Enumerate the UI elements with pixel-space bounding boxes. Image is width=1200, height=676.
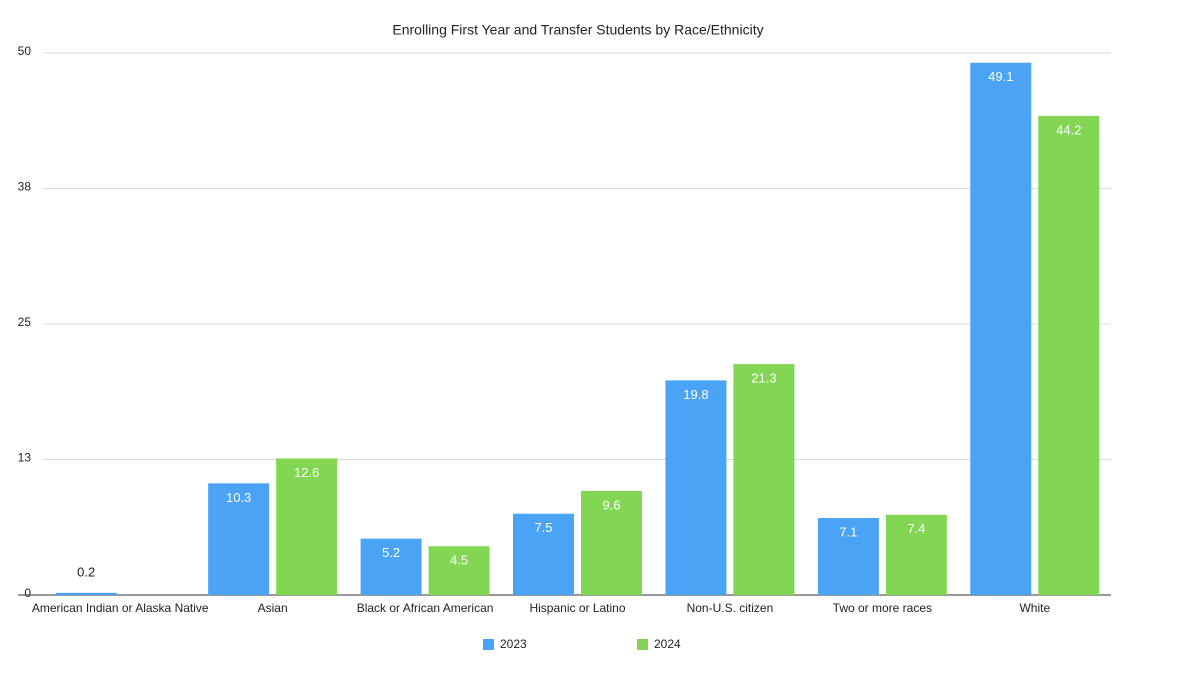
y-tick-label: 38 <box>18 180 32 194</box>
bar <box>208 483 270 595</box>
value-label: 0.2 <box>77 564 95 579</box>
bar <box>276 458 338 595</box>
bar <box>817 518 879 595</box>
value-label: 4.5 <box>450 553 468 568</box>
y-tick-label: 0 <box>24 586 31 600</box>
value-label: 44.2 <box>1056 122 1081 137</box>
y-tick-label: 50 <box>18 44 32 58</box>
value-label: 10.3 <box>226 490 251 505</box>
y-tick-label: 25 <box>18 315 32 329</box>
value-label: 19.8 <box>683 387 708 402</box>
legend-label: 2024 <box>654 637 681 651</box>
bar <box>733 364 795 595</box>
legend-swatch <box>483 639 494 650</box>
bar <box>665 380 727 595</box>
x-tick-label: Two or more races <box>833 601 932 615</box>
bar <box>1038 115 1100 595</box>
legend-label: 2023 <box>500 637 527 651</box>
value-label: 7.1 <box>839 524 857 539</box>
bar <box>55 592 117 595</box>
x-tick-label: American Indian or Alaska Native <box>32 601 209 615</box>
x-tick-label: Hispanic or Latino <box>529 601 625 615</box>
bar <box>970 62 1032 596</box>
value-label: 21.3 <box>751 371 776 386</box>
value-label: 49.1 <box>988 69 1013 84</box>
bar <box>885 514 947 595</box>
value-label: 9.6 <box>602 497 620 512</box>
y-tick-label: 13 <box>18 451 32 465</box>
bar <box>360 538 422 595</box>
value-label: 5.2 <box>382 545 400 560</box>
x-tick-label: Asian <box>258 601 288 615</box>
value-label: 12.6 <box>294 465 319 480</box>
bar <box>428 546 490 595</box>
value-label: 7.5 <box>534 520 552 535</box>
chart-title: Enrolling First Year and Transfer Studen… <box>392 22 763 38</box>
x-tick-label: Non-U.S. citizen <box>687 601 774 615</box>
x-tick-label: White <box>1019 601 1050 615</box>
legend-swatch <box>637 639 648 650</box>
value-label: 7.4 <box>907 521 925 536</box>
x-tick-label: Black or African American <box>357 601 494 615</box>
bar <box>581 490 642 595</box>
bar <box>513 513 574 595</box>
